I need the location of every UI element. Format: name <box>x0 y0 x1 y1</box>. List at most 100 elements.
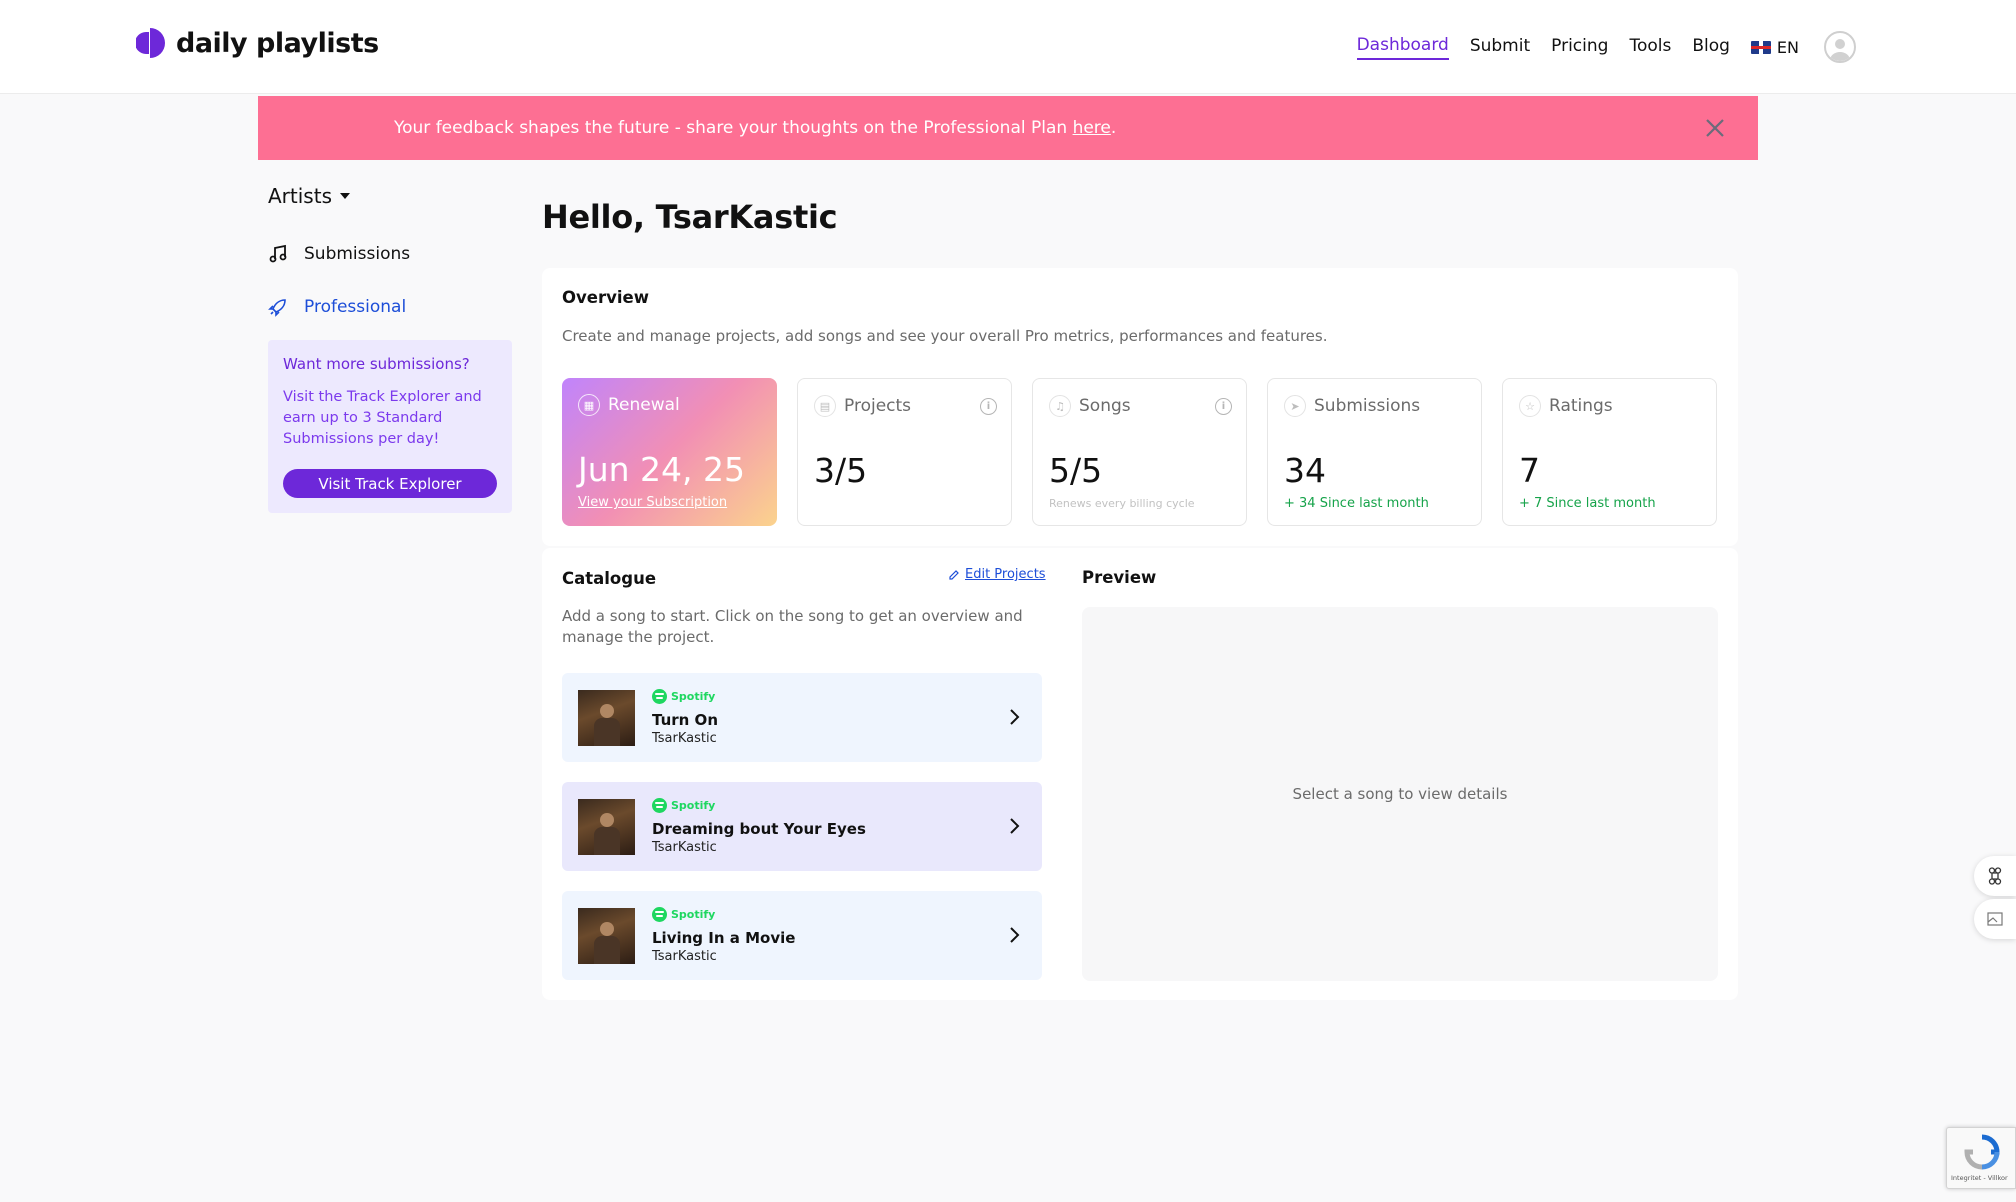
album-cover <box>578 908 635 964</box>
rocket-icon <box>268 299 286 317</box>
overview-description: Create and manage projects, add songs an… <box>562 327 1328 345</box>
command-icon <box>1988 867 2002 885</box>
stat-label: Songs <box>1079 396 1131 416</box>
song-item-turn-on[interactable]: Spotify Turn On TsarKastic <box>562 673 1042 762</box>
song-artist: TsarKastic <box>652 731 717 746</box>
edit-projects-label: Edit Projects <box>965 567 1046 582</box>
preview-empty-text: Select a song to view details <box>1292 785 1508 803</box>
main-nav: Dashboard Submit Pricing Tools Blog EN <box>1356 0 1856 94</box>
recaptcha-badge[interactable]: Integritet - Villkor <box>1946 1127 2016 1189</box>
song-title: Living In a Movie <box>652 929 796 947</box>
sidebar-item-label: Professional <box>304 297 407 317</box>
nav-submit[interactable]: Submit <box>1469 36 1531 56</box>
brand-name: daily playlists <box>176 27 379 59</box>
song-artist: TsarKastic <box>652 949 717 964</box>
broken-image-icon <box>1987 912 2003 926</box>
shortcut-widget-button[interactable] <box>1974 856 2016 896</box>
platform-label: Spotify <box>671 690 716 703</box>
catalogue-description: Add a song to start. Click on the song t… <box>562 607 1023 646</box>
stat-label: Submissions <box>1314 396 1421 416</box>
info-icon[interactable]: i <box>980 398 997 415</box>
album-cover <box>578 690 635 746</box>
chevron-right-icon <box>1010 818 1020 834</box>
preview-title: Preview <box>1082 568 1157 587</box>
platform-label: Spotify <box>671 908 716 921</box>
stat-note: + 7 Since last month <box>1519 496 1656 511</box>
edit-projects-link[interactable]: Edit Projects <box>948 567 1046 582</box>
stat-submissions: ➤ Submissions 34 + 34 Since last month <box>1267 378 1482 526</box>
page-title: Hello, TsarKastic <box>542 198 838 236</box>
recaptcha-text: Integritet - Villkor <box>1951 1174 2008 1182</box>
close-icon[interactable] <box>1702 115 1728 141</box>
stat-value: 3/5 <box>814 451 868 490</box>
catalogue-title: Catalogue <box>562 569 657 588</box>
preview-panel: Select a song to view details <box>1082 607 1718 981</box>
calendar-icon: ▦ <box>578 394 600 416</box>
sidebar-item-submissions[interactable]: Submissions <box>268 244 410 264</box>
uk-flag-icon <box>1750 40 1771 54</box>
artists-dropdown[interactable]: Artists <box>268 184 350 208</box>
language-label: EN <box>1776 37 1799 57</box>
banner-suffix: . <box>1110 118 1117 138</box>
messenger-widget-button[interactable] <box>1974 899 2016 939</box>
song-item-dreaming[interactable]: Spotify Dreaming bout Your Eyes TsarKast… <box>562 782 1042 871</box>
sidebar-item-professional[interactable]: Professional <box>268 297 406 317</box>
artists-label: Artists <box>268 184 332 208</box>
song-item-living-in-a-movie[interactable]: Spotify Living In a Movie TsarKastic <box>562 891 1042 980</box>
promo-body: Visit the Track Explorer and earn up to … <box>283 389 482 447</box>
stat-value: 7 <box>1519 451 1540 490</box>
nav-dashboard[interactable]: Dashboard <box>1356 35 1449 60</box>
stat-renewal: ▦ Renewal Jun 24, 25 View your Subscript… <box>562 378 777 526</box>
overview-title: Overview <box>562 288 649 307</box>
star-icon: ☆ <box>1519 395 1541 417</box>
send-icon: ➤ <box>1284 395 1306 417</box>
stat-label: Renewal <box>608 395 680 415</box>
banner-message: Your feedback shapes the future - share … <box>394 118 1116 138</box>
view-subscription-link[interactable]: View your Subscription <box>578 495 728 510</box>
spotify-badge: Spotify <box>652 689 715 704</box>
chevron-right-icon <box>1010 927 1020 943</box>
stat-value: 34 <box>1284 451 1326 490</box>
music-note-icon: ♫ <box>1049 395 1071 417</box>
stat-note: + 34 Since last month <box>1284 496 1429 511</box>
caret-down-icon <box>339 193 350 199</box>
language-selector[interactable]: EN <box>1750 37 1799 57</box>
visit-track-explorer-button[interactable]: Visit Track Explorer <box>283 469 497 498</box>
nav-pricing[interactable]: Pricing <box>1551 36 1609 56</box>
stat-value: Jun 24, 25 <box>578 450 746 489</box>
stat-ratings: ☆ Ratings 7 + 7 Since last month <box>1502 378 1717 526</box>
stat-songs: ♫ Songs i 5/5 Renews every billing cycle <box>1032 378 1247 526</box>
stat-label: Projects <box>844 396 912 416</box>
stat-label: Ratings <box>1549 396 1613 416</box>
pencil-icon <box>949 569 959 580</box>
sidebar-item-label: Submissions <box>304 244 411 264</box>
info-icon[interactable]: i <box>1215 398 1232 415</box>
song-title: Turn On <box>652 711 718 729</box>
spotify-icon <box>652 689 667 704</box>
song-artist: TsarKastic <box>652 840 717 855</box>
top-navbar: daily playlists Dashboard Submit Pricing… <box>0 0 2016 94</box>
folder-icon: ▤ <box>814 395 836 417</box>
spotify-badge: Spotify <box>652 798 715 813</box>
stat-note: Renews every billing cycle <box>1049 497 1195 510</box>
promo-card: Want more submissions? Visit the Track E… <box>268 340 512 513</box>
song-title: Dreaming bout Your Eyes <box>652 820 866 838</box>
spotify-icon <box>652 907 667 922</box>
recaptcha-icon <box>1964 1134 2000 1170</box>
nav-tools[interactable]: Tools <box>1629 36 1672 56</box>
spotify-badge: Spotify <box>652 907 715 922</box>
brand-logo[interactable]: daily playlists <box>136 26 379 60</box>
banner-here-link[interactable]: here <box>1072 118 1111 138</box>
album-cover <box>578 799 635 855</box>
stat-projects: ▤ Projects i 3/5 <box>797 378 1012 526</box>
platform-label: Spotify <box>671 799 716 812</box>
nav-blog[interactable]: Blog <box>1692 36 1730 56</box>
music-note-icon <box>269 244 287 263</box>
logo-icon <box>136 28 165 58</box>
banner-text: Your feedback shapes the future - share … <box>394 118 1073 138</box>
feedback-banner: Your feedback shapes the future - share … <box>258 96 1758 160</box>
chevron-right-icon <box>1010 709 1020 725</box>
promo-title: Want more submissions? <box>283 355 470 373</box>
stat-value: 5/5 <box>1049 451 1103 490</box>
user-avatar[interactable] <box>1824 31 1856 63</box>
